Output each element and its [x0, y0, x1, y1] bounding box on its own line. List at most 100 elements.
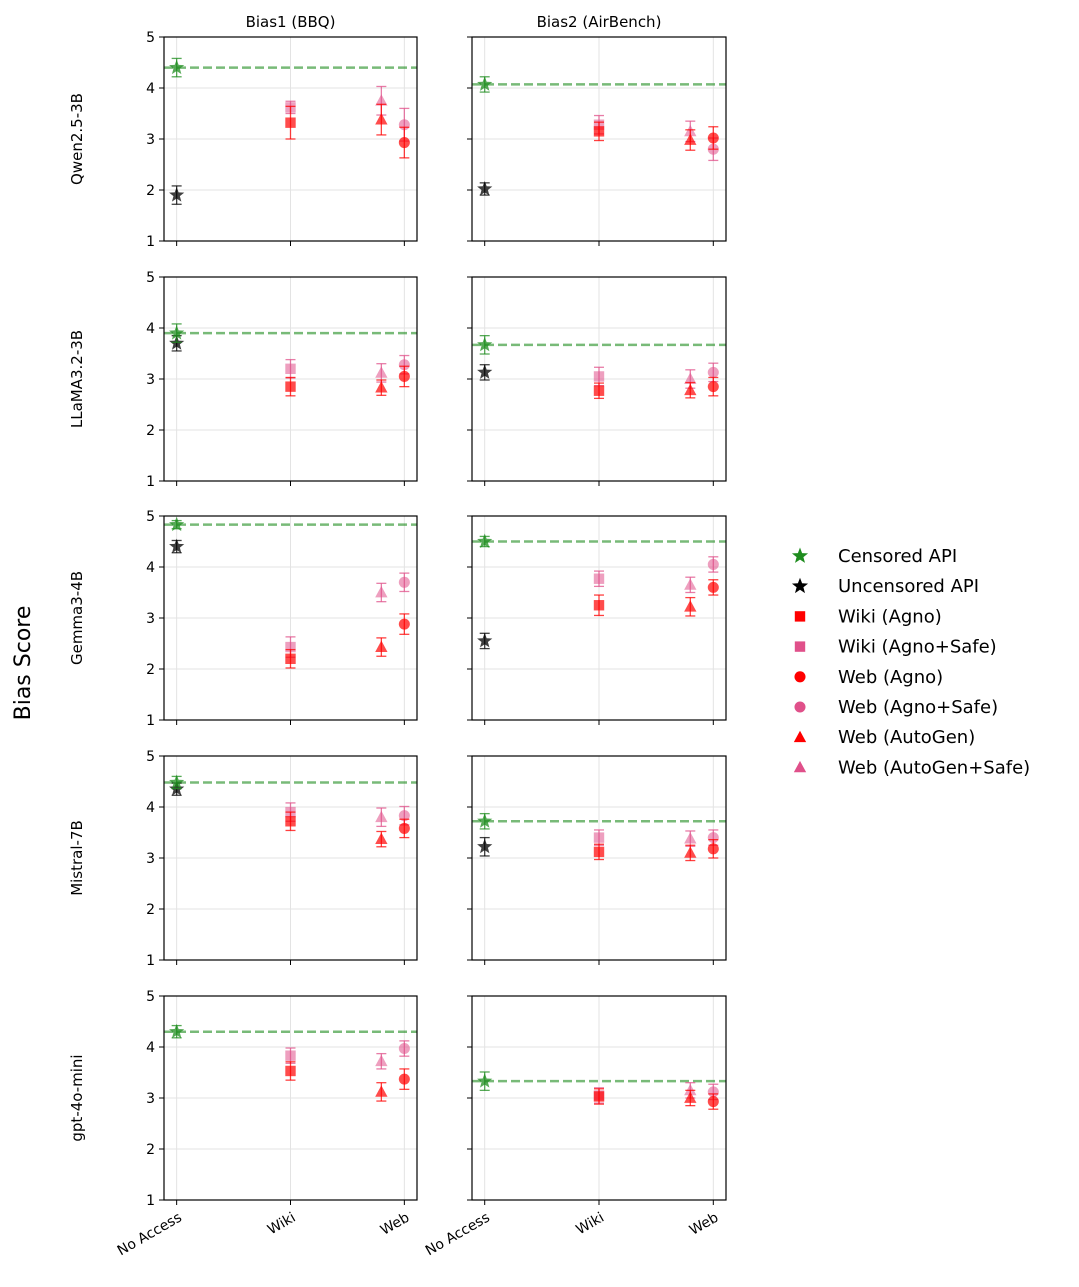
row-label: LLaMA3.2-3B [68, 330, 86, 428]
y-tick-label: 4 [146, 560, 155, 576]
panel-LLaMA3.2-3B-bias1: 1 2 3 4 5 LLaMA3.2-3B [68, 270, 418, 490]
legend-label: Web (AutoGen) [838, 727, 975, 748]
y-tick-label: 3 [146, 132, 155, 148]
marker-wiki_agno_safe [593, 573, 605, 584]
y-tick-label: 4 [146, 81, 155, 97]
marker-web_agno_safe [398, 810, 410, 822]
panel-frame [471, 995, 727, 1201]
y-tick-label: 1 [146, 953, 155, 969]
panel-frame [163, 995, 418, 1201]
marker-web_agno_safe [398, 576, 410, 588]
marker-wiki_agno [285, 816, 296, 827]
y-tick-label: 1 [146, 1193, 155, 1209]
legend-item-wiki_agno_safe: Wiki (Agno+Safe) [794, 637, 997, 658]
legend-marker-wiki_agno_safe [794, 641, 806, 652]
y-tick-label: 5 [146, 509, 155, 525]
marker-web_autogen_safe [375, 1054, 388, 1067]
marker-web_agno_safe [707, 1086, 719, 1098]
x-tick-label: No Access [115, 1210, 185, 1260]
marker-censored [169, 325, 185, 340]
legend-marker-web_agno_safe [794, 701, 806, 713]
marker-web_autogen_safe [375, 810, 388, 823]
y-tick-label: 4 [146, 1040, 155, 1056]
legend-marker-web_autogen_safe [793, 760, 807, 773]
marker-web_autogen [684, 600, 697, 612]
y-tick-label: 3 [146, 611, 155, 627]
marker-wiki_agno [593, 126, 605, 137]
marker-web_autogen [684, 133, 697, 145]
marker-web_autogen_safe [684, 372, 697, 384]
marker-web_agno [398, 370, 410, 382]
marker-wiki_agno_safe [593, 832, 605, 843]
panel-Mistral-7B-bias1: 1 2 3 4 5 Mistral-7B [68, 749, 418, 969]
x-tick-label: Wiki [574, 1210, 607, 1239]
marker-uncensored [169, 538, 185, 554]
legend-marker-web_autogen [793, 730, 807, 743]
marker-web_agno [707, 381, 719, 393]
row-label: Mistral-7B [68, 820, 86, 896]
y-tick-label: 5 [146, 270, 155, 286]
panel-frame [471, 755, 727, 961]
legend-item-censored: Censored API [791, 546, 957, 567]
marker-web_agno [707, 132, 719, 144]
marker-web_autogen [375, 381, 388, 393]
legend-label: Uncensored API [838, 576, 979, 597]
panel-frame [471, 515, 727, 721]
marker-web_agno_safe [707, 366, 719, 378]
legend-item-web_autogen: Web (AutoGen) [793, 727, 975, 748]
x-tick-label: Web [378, 1210, 413, 1239]
marker-web_agno [707, 1096, 719, 1108]
panel-frame [163, 515, 418, 721]
marker-web_autogen_safe [375, 586, 388, 598]
marker-web_agno_safe [398, 359, 410, 371]
marker-uncensored [477, 632, 493, 648]
marker-web_agno [398, 822, 410, 834]
column-title: Bias1 (BBQ) [246, 13, 336, 31]
marker-web_autogen [684, 846, 697, 858]
marker-web_autogen [375, 832, 388, 845]
marker-web_autogen [375, 113, 388, 125]
marker-wiki_agno [593, 600, 605, 611]
legend: Censored API Uncensored API Wiki (Agno) Wik… [791, 546, 1030, 778]
marker-web_agno_safe [707, 558, 719, 570]
x-tick-label: No Access [423, 1210, 493, 1260]
marker-censored [169, 1023, 185, 1039]
x-tick-label: Web [687, 1210, 722, 1239]
panel-frame [471, 276, 727, 482]
marker-wiki_agno [285, 1065, 296, 1077]
marker-censored [477, 1073, 493, 1088]
row-label: Gemma3-4B [68, 571, 86, 665]
y-tick-label: 4 [146, 800, 155, 816]
marker-wiki_agno_safe [285, 363, 296, 374]
panel-Mistral-7B-bias2 [467, 755, 727, 965]
legend-label: Web (AutoGen+Safe) [838, 757, 1030, 778]
panel-gpt-4o-mini-bias2: No Access Wiki Web [423, 995, 727, 1260]
marker-uncensored [169, 187, 185, 202]
row-label: Qwen2.5-3B [68, 93, 86, 185]
marker-wiki_agno [285, 653, 296, 664]
y-tick-label: 2 [146, 902, 155, 918]
marker-web_autogen_safe [684, 1083, 697, 1096]
panel-frame [163, 276, 418, 482]
y-tick-label: 3 [146, 372, 155, 388]
marker-wiki_agno [593, 1091, 605, 1102]
marker-web_agno [707, 581, 719, 593]
marker-wiki_agno_safe [285, 641, 296, 653]
marker-censored [477, 336, 493, 352]
y-tick-label: 2 [146, 662, 155, 678]
legend-label: Censored API [838, 546, 957, 567]
legend-item-uncensored: Uncensored API [791, 576, 979, 597]
marker-uncensored [477, 364, 493, 379]
panel-frame [471, 36, 727, 242]
marker-censored [169, 774, 185, 789]
marker-web_autogen_safe [375, 94, 388, 106]
y-tick-label: 5 [146, 989, 155, 1005]
panel-gpt-4o-mini-bias1: 1 2 3 4 5 No Access Wiki Web gpt-4o-mini [68, 989, 418, 1260]
y-tick-label: 3 [146, 851, 155, 867]
marker-web_autogen [684, 383, 697, 396]
marker-wiki_agno [285, 117, 296, 128]
legend-label: Web (Agno) [838, 667, 943, 688]
legend-item-web_autogen_safe: Web (AutoGen+Safe) [793, 757, 1030, 778]
y-tick-label: 1 [146, 474, 155, 490]
